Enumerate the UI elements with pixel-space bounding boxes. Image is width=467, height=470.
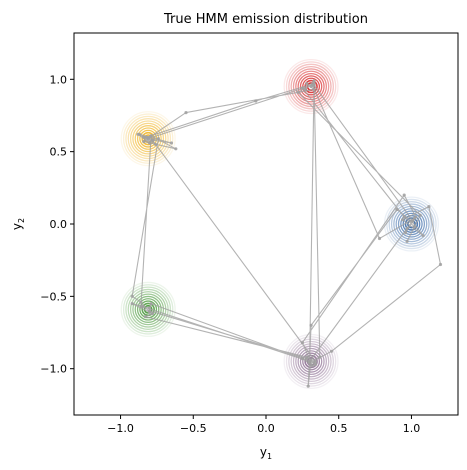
trajectory-point	[304, 88, 307, 91]
y-tick-label: 0.0	[50, 218, 68, 231]
trajectory-point	[138, 133, 141, 136]
trajectory-point	[301, 357, 304, 360]
y-tick-label: −0.5	[40, 290, 67, 303]
trajectory-point	[419, 214, 422, 217]
trajectory-point	[157, 137, 160, 140]
trajectory-point	[170, 141, 173, 144]
trajectory-point	[411, 220, 414, 223]
trajectory-point	[142, 140, 145, 143]
trajectory-point	[403, 215, 406, 218]
trajectory-point	[131, 302, 134, 305]
trajectory-point	[148, 309, 151, 312]
trajectory-point	[141, 305, 144, 308]
x-tick-label: −0.5	[180, 422, 207, 435]
y-axis-label-sub: 2	[17, 218, 26, 223]
trajectory-point	[330, 350, 333, 353]
trajectory-point	[296, 91, 299, 94]
trajectory-point	[151, 139, 154, 142]
trajectory-point	[150, 302, 153, 305]
trajectory-point	[312, 88, 315, 91]
y-tick-label: 0.5	[50, 146, 68, 159]
y-tick-label: −1.0	[40, 363, 67, 376]
trajectory-point	[131, 295, 134, 298]
trajectory-point	[139, 301, 142, 304]
x-axis-label-sub: 1	[267, 452, 272, 461]
trajectory-point	[406, 240, 409, 243]
trajectory-point	[150, 134, 153, 137]
trajectory-point	[312, 79, 315, 82]
x-tick-label: 1.0	[403, 422, 421, 435]
trajectory-point	[312, 84, 315, 87]
trajectory-point	[301, 86, 304, 89]
y-axis-label-main: y	[10, 223, 24, 230]
trajectory-point	[395, 208, 398, 211]
trajectory-point	[439, 263, 442, 266]
trajectory-point	[184, 111, 187, 114]
trajectory-point	[311, 364, 314, 367]
trajectory-point	[413, 217, 416, 220]
trajectory-point	[308, 360, 311, 363]
trajectory-point	[422, 234, 425, 237]
trajectory-point	[147, 137, 150, 140]
x-axis-label-main: y	[260, 445, 267, 459]
trajectory-point	[378, 237, 381, 240]
trajectory-point	[404, 231, 407, 234]
y-tick-label: 1.0	[50, 73, 68, 86]
trajectory-point	[413, 225, 416, 228]
trajectory-point	[318, 356, 321, 359]
trajectory-point	[174, 147, 177, 150]
trajectory-point	[427, 205, 430, 208]
trajectory-point	[310, 324, 313, 327]
trajectory-point	[254, 99, 257, 102]
trajectory-point	[142, 136, 145, 139]
chart-title: True HMM emission distribution	[163, 12, 368, 27]
x-tick-label: 0.0	[257, 422, 275, 435]
trajectory-point	[403, 194, 406, 197]
trajectory-point	[305, 357, 308, 360]
x-tick-label: −1.0	[107, 422, 134, 435]
trajectory-point	[401, 218, 404, 221]
trajectory-point	[305, 82, 308, 85]
trajectory-point	[148, 306, 151, 309]
x-tick-label: 0.5	[330, 422, 348, 435]
trajectory-point	[144, 315, 147, 318]
trajectory-point	[301, 341, 304, 344]
trajectory-point	[307, 385, 310, 388]
trajectory-point	[148, 141, 151, 144]
trajectory-point	[314, 360, 317, 363]
trajectory-point	[406, 227, 409, 230]
trajectory-point	[154, 143, 157, 146]
trajectory-point	[151, 312, 154, 315]
